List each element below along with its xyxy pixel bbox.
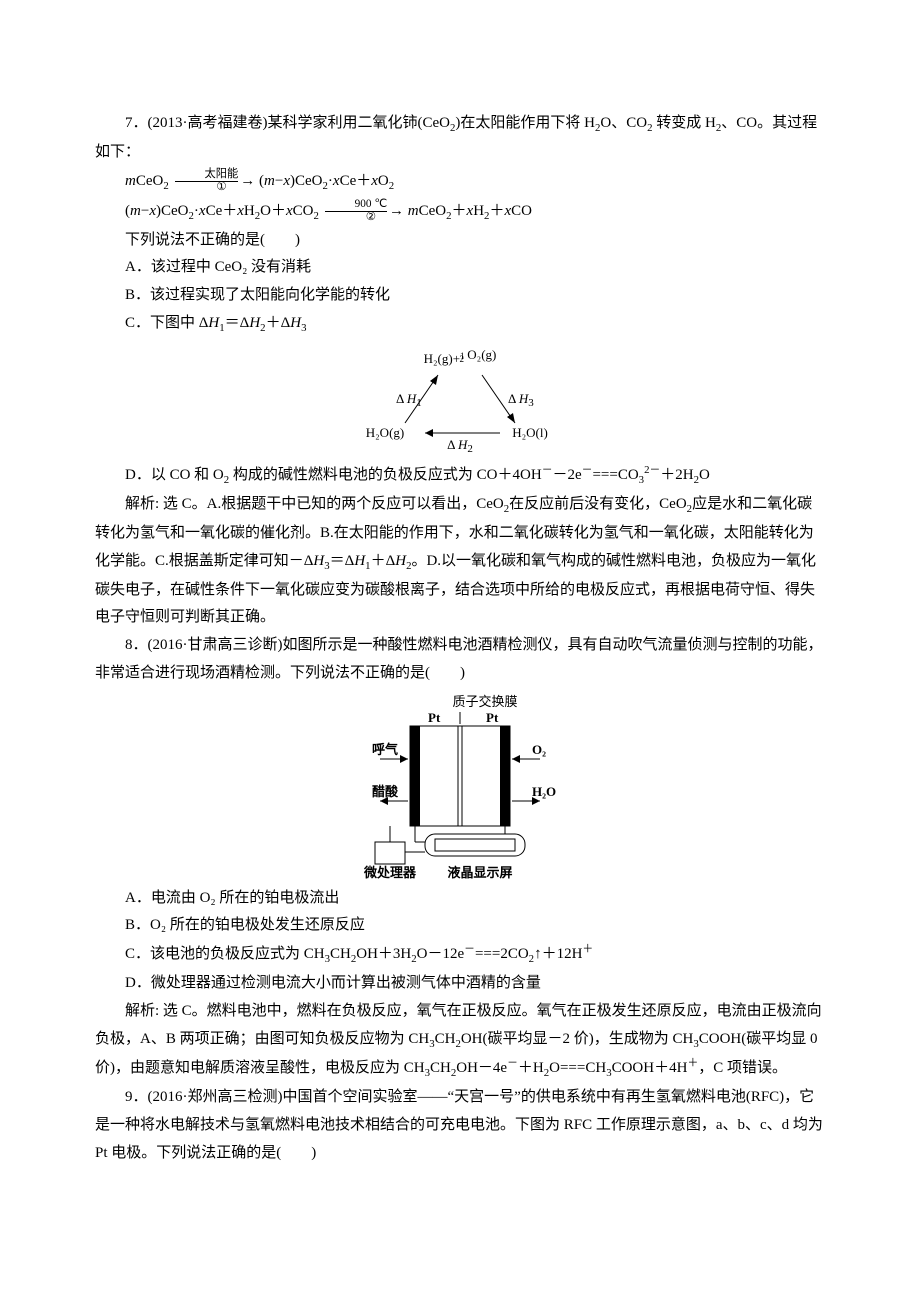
- h2o-label: H₂O: [532, 784, 556, 799]
- acid-label: 醋酸: [372, 784, 399, 799]
- o2-label: O₂: [532, 742, 546, 757]
- fig-top: H₂(g)+12 O₂(g): [424, 347, 497, 366]
- pt-right: Pt: [486, 710, 499, 725]
- q7-optB: B．该过程实现了太阳能向化学能的转化: [95, 282, 825, 310]
- q8-optA: A．电流由 O₂ 所在的铂电极流出: [95, 885, 825, 913]
- q9-src: (2016·郑州高三检测): [148, 1089, 283, 1105]
- pt-left: Pt: [428, 710, 441, 725]
- q7-question: 下列说法不正确的是( ): [95, 227, 825, 255]
- q7-optC: C．下图中 ΔH1＝ΔH2＋ΔH3: [95, 310, 825, 339]
- q7-optD: D．以 CO 和 O2 构成的碱性燃料电池的负极反应式为 CO＋4OH－－2e－…: [95, 461, 825, 491]
- reaction-anno-1: 太阳能 ①: [175, 169, 239, 194]
- q7-eq2: (m−x)CeO2·xCe＋xH2O＋xCO2 900 ℃ ② → mCeO2＋…: [95, 197, 825, 227]
- breath-label: 呼气: [372, 742, 398, 757]
- q8-optC: C．该电池的负极反应式为 CH3CH2OH＋3H2O－12e－===2CO2↑＋…: [95, 940, 825, 970]
- reaction-anno-2: 900 ℃ ②: [325, 199, 387, 224]
- q8-stem: 8．(2016·甘肃高三诊断)如图所示是一种酸性燃料电池酒精检测仪，具有自动吹气…: [95, 632, 825, 688]
- q8-src: (2016·甘肃高三诊断): [148, 637, 283, 653]
- q7-eq1: mCeO2 太阳能 ① → (m−x)CeO2·xCe＋xO2: [95, 167, 825, 197]
- fig-dh3: Δ H3: [508, 391, 534, 409]
- q8-optD: D．微处理器通过检测电流大小而计算出被测气体中酒精的含量: [95, 970, 825, 998]
- q8-optB: B．O₂ 所在的铂电极处发生还原反应: [95, 912, 825, 940]
- q7-num: 7: [125, 115, 133, 131]
- fig-bl: H₂O(g): [366, 425, 404, 440]
- q7-src: (2013·高考福建卷): [148, 115, 268, 131]
- q8-num: 8: [125, 637, 133, 653]
- q9-num: 9: [125, 1089, 133, 1105]
- fig-br: H₂O(l): [512, 425, 548, 440]
- q9-stem: 9．(2016·郑州高三检测)中国首个空间实验室——“天宫一号”的供电系统中有再…: [95, 1084, 825, 1167]
- lcd-label: 液晶显示屏: [447, 865, 512, 879]
- q8-answer: 解析: 选 C。燃料电池中，燃料在负极反应，氧气在正极反应。氧气在正极发生还原反…: [95, 998, 825, 1085]
- membrane-label: 质子交换膜: [452, 694, 517, 709]
- q7-optA: A．该过程中 CeO₂ 没有消耗: [95, 254, 825, 282]
- cpu-label: 微处理器: [363, 865, 417, 879]
- q7-answer: 解析: 选 C。A.根据题干中已知的两个反应可以看出，CeO2在反应前后没有变化…: [95, 491, 825, 632]
- q8-figure: 质子交换膜 Pt Pt 呼气 醋酸 O₂ H₂O: [95, 694, 825, 879]
- fig-dh1: Δ H1: [396, 391, 422, 409]
- fig-dh2: Δ H2: [447, 437, 473, 455]
- q7-stem: 7．(2013·高考福建卷)某科学家利用二氧化铈(CeO2)在太阳能作用下将 H…: [95, 110, 825, 167]
- q7-figure: H₂(g)+12 O₂(g) Δ H1 Δ H3 H₂O(g) H₂O(l) Δ…: [95, 345, 825, 455]
